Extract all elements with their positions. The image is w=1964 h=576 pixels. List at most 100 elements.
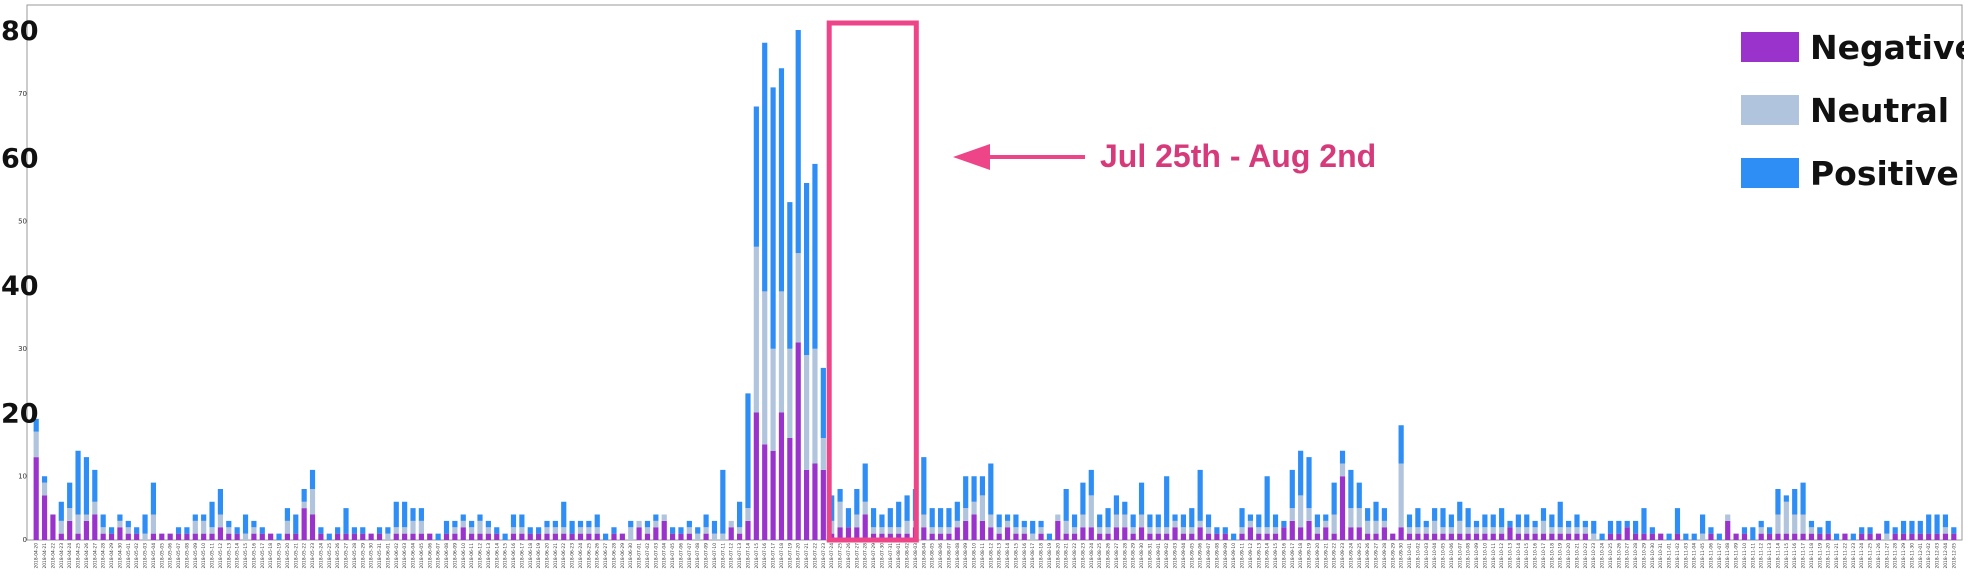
x-tick-label: 2018-06-09: [452, 543, 458, 569]
bar-segment-neutral: [745, 508, 751, 521]
bar-segment-neutral: [1264, 527, 1270, 534]
bar-segment-negative: [469, 533, 475, 541]
bar-segment-positive: [1591, 520, 1597, 534]
bar-segment-positive: [1365, 508, 1371, 521]
bar-segment-positive: [988, 463, 994, 515]
bar-segment-positive: [845, 508, 852, 528]
bar-segment-positive: [175, 527, 182, 534]
bar-segment-positive: [1934, 514, 1940, 534]
bar-segment-negative: [1658, 533, 1664, 541]
bar-segment-positive: [778, 68, 785, 292]
bar-segment-positive: [946, 508, 952, 528]
x-tick-label: 2018-06-25: [586, 543, 592, 569]
bar-segment-negative: [1113, 527, 1120, 540]
x-tick-label: 2018-08-28: [1122, 543, 1128, 569]
x-tick-label: 2018-09-02: [1164, 543, 1170, 569]
bar-segment-neutral: [1373, 520, 1379, 534]
bar-segment-neutral: [1365, 520, 1371, 534]
bar-segment-positive: [896, 501, 902, 528]
bar-segment-negative: [1566, 533, 1572, 541]
bar-segment-neutral: [829, 520, 835, 534]
x-tick-label: 2018-06-19: [536, 543, 542, 569]
bar-segment-positive: [1097, 514, 1103, 528]
bar-segment-negative: [1808, 533, 1815, 541]
bar-segment-positive: [1247, 514, 1253, 521]
bar-segment-positive: [1348, 469, 1354, 509]
bar-segment-positive: [276, 533, 282, 541]
bar-segment-neutral: [510, 527, 517, 534]
x-tick-label: 2018-05-07: [176, 543, 182, 569]
bar-segment-negative: [1499, 533, 1505, 541]
bar-segment-neutral: [837, 501, 843, 528]
bar-segment-neutral: [83, 514, 90, 521]
bar-segment-negative: [1164, 533, 1170, 541]
bar-segment-negative: [510, 533, 517, 541]
bar-segment-positive: [1180, 514, 1187, 528]
bar-segment-negative: [1180, 533, 1187, 541]
bar-segment-positive: [1926, 514, 1932, 534]
bar-segment-neutral: [226, 527, 232, 534]
bar-segment-positive: [117, 514, 123, 521]
bar-segment-neutral: [561, 527, 567, 534]
bar-segment-negative: [1222, 533, 1228, 541]
bar-segment-positive: [502, 533, 508, 541]
bar-segment-neutral: [996, 527, 1002, 534]
bar-segment-negative: [988, 527, 994, 540]
bar-segment-positive: [100, 514, 106, 528]
x-tick-label: 2018-08-16: [1022, 543, 1028, 569]
bar-segment-positive: [435, 533, 441, 541]
bar-segment-negative: [1021, 533, 1027, 541]
bar-segment-neutral: [971, 501, 977, 515]
bar-segment-positive: [1624, 520, 1630, 528]
bar-segment-neutral: [393, 527, 399, 534]
x-tick-label: 2018-06-11: [469, 543, 475, 569]
bar-segment-neutral: [1004, 520, 1011, 528]
bar-segment-positive: [1356, 482, 1362, 509]
bar-segment-positive: [1825, 520, 1831, 534]
x-tick-label: 2018-10-01: [1407, 543, 1413, 569]
x-tick-label: 2018-07-01: [637, 543, 643, 569]
bar-segment-neutral: [1256, 527, 1262, 534]
bar-segment-positive: [1708, 527, 1714, 534]
bar-segment-positive: [293, 514, 299, 534]
bar-segment-neutral: [1758, 527, 1764, 534]
bar-segment-neutral: [209, 527, 215, 534]
bar-segment-positive: [929, 508, 935, 528]
legend-label-positive: Positive: [1810, 154, 1959, 193]
bar-segment-positive: [862, 463, 868, 502]
bar-segment-negative: [1197, 527, 1203, 540]
x-tick-label: 2018-07-24: [829, 543, 835, 569]
bar-segment-negative: [1088, 527, 1094, 540]
bar-segment-negative: [527, 533, 533, 541]
bar-segment-positive: [360, 527, 366, 534]
bar-segment-negative: [728, 527, 734, 540]
x-tick-label: 2018-09-17: [1290, 543, 1296, 569]
bar-segment-neutral: [1180, 527, 1187, 534]
bar-segment-negative: [979, 520, 986, 541]
highlight-box: [826, 20, 919, 543]
x-tick-label: 2018-07-10: [712, 543, 718, 569]
bar-segment-positive: [1323, 514, 1329, 521]
x-tick-label: 2018-07-02: [645, 543, 651, 569]
bar-segment-neutral: [192, 520, 198, 534]
x-tick-label: 2018-07-11: [720, 543, 726, 569]
bar-segment-negative: [284, 533, 290, 541]
bar-segment-negative: [812, 463, 818, 540]
bar-segment-positive: [1465, 508, 1471, 528]
bar-segment-neutral: [1038, 527, 1044, 534]
bar-segment-negative: [1239, 533, 1245, 541]
bar-segment-negative: [1817, 533, 1823, 541]
bar-segment-neutral: [58, 520, 64, 534]
x-tick-label: 2018-07-14: [745, 543, 751, 569]
x-tick-label: 2018-05-20: [285, 543, 291, 569]
bar-segment-neutral: [1440, 527, 1446, 534]
bar-segment-negative: [83, 520, 90, 541]
x-tick-label: 2018-06-02: [394, 543, 400, 569]
bar-segment-positive: [1775, 489, 1781, 515]
bar-segment-negative: [686, 533, 692, 541]
x-tick-label: 2018-06-05: [419, 543, 425, 569]
bar-segment-neutral: [963, 508, 969, 521]
bar-segment-positive: [1239, 508, 1245, 528]
x-tick-label: 2018-09-16: [1281, 543, 1287, 569]
x-tick-label: 2018-11-19: [1817, 543, 1823, 569]
